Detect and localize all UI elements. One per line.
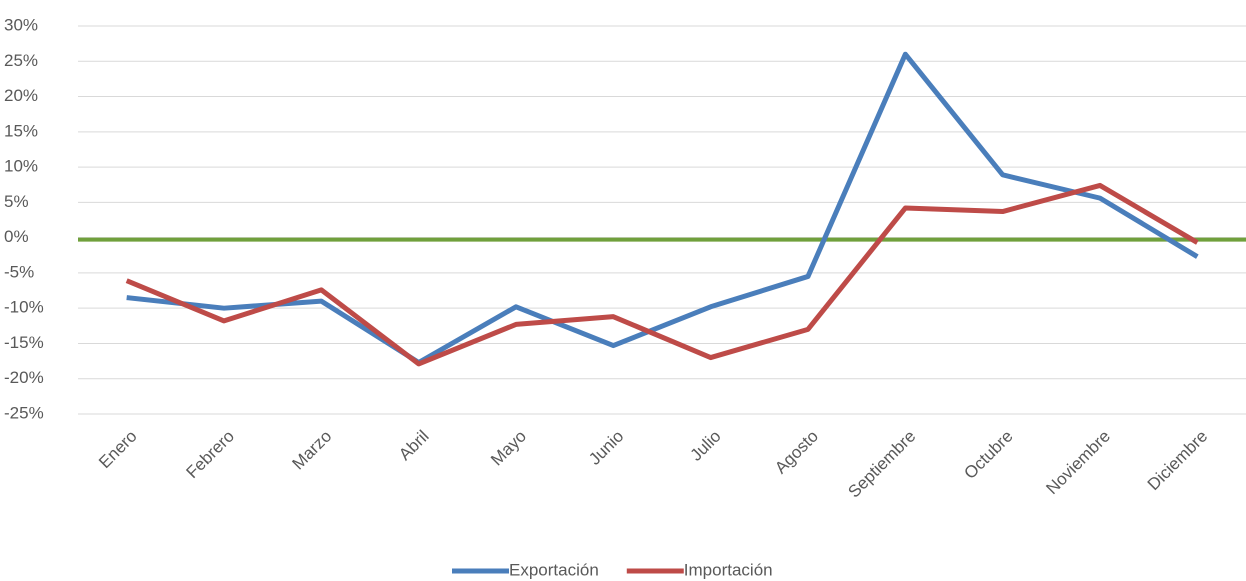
legend-label: Exportación: [509, 560, 599, 579]
y-tick-label: 25%: [4, 51, 38, 70]
y-tick-label: -25%: [4, 403, 44, 422]
x-tick-label: Diciembre: [1144, 427, 1212, 495]
y-tick-label: -5%: [4, 262, 34, 281]
y-tick-label: -15%: [4, 333, 44, 352]
x-tick-label: Marzo: [288, 427, 335, 474]
x-tick-label: Julio: [687, 427, 725, 465]
x-tick-label: Febrero: [182, 427, 238, 483]
series-line: [125, 182, 1199, 367]
y-tick-label: 20%: [4, 86, 38, 105]
y-tick-label: 10%: [4, 157, 38, 176]
y-tick-label: -20%: [4, 368, 44, 387]
series-line: [126, 51, 1199, 366]
x-tick-label: Junio: [585, 427, 627, 469]
y-tick-label: 30%: [4, 15, 38, 34]
x-tick-label: Agosto: [771, 427, 822, 478]
y-tick-label: -10%: [4, 298, 44, 317]
x-tick-label: Octubre: [960, 427, 1016, 483]
legend-label: Importación: [684, 560, 773, 579]
x-tick-label: Septiembre: [844, 427, 919, 502]
y-tick-label: 5%: [4, 192, 29, 211]
y-tick-label: 15%: [4, 121, 38, 140]
x-tick-label: Abril: [395, 427, 432, 464]
y-tick-label: 0%: [4, 227, 29, 246]
x-tick-label: Noviembre: [1042, 427, 1114, 499]
x-tick-label: Enero: [95, 427, 141, 473]
x-tick-label: Mayo: [487, 427, 530, 470]
